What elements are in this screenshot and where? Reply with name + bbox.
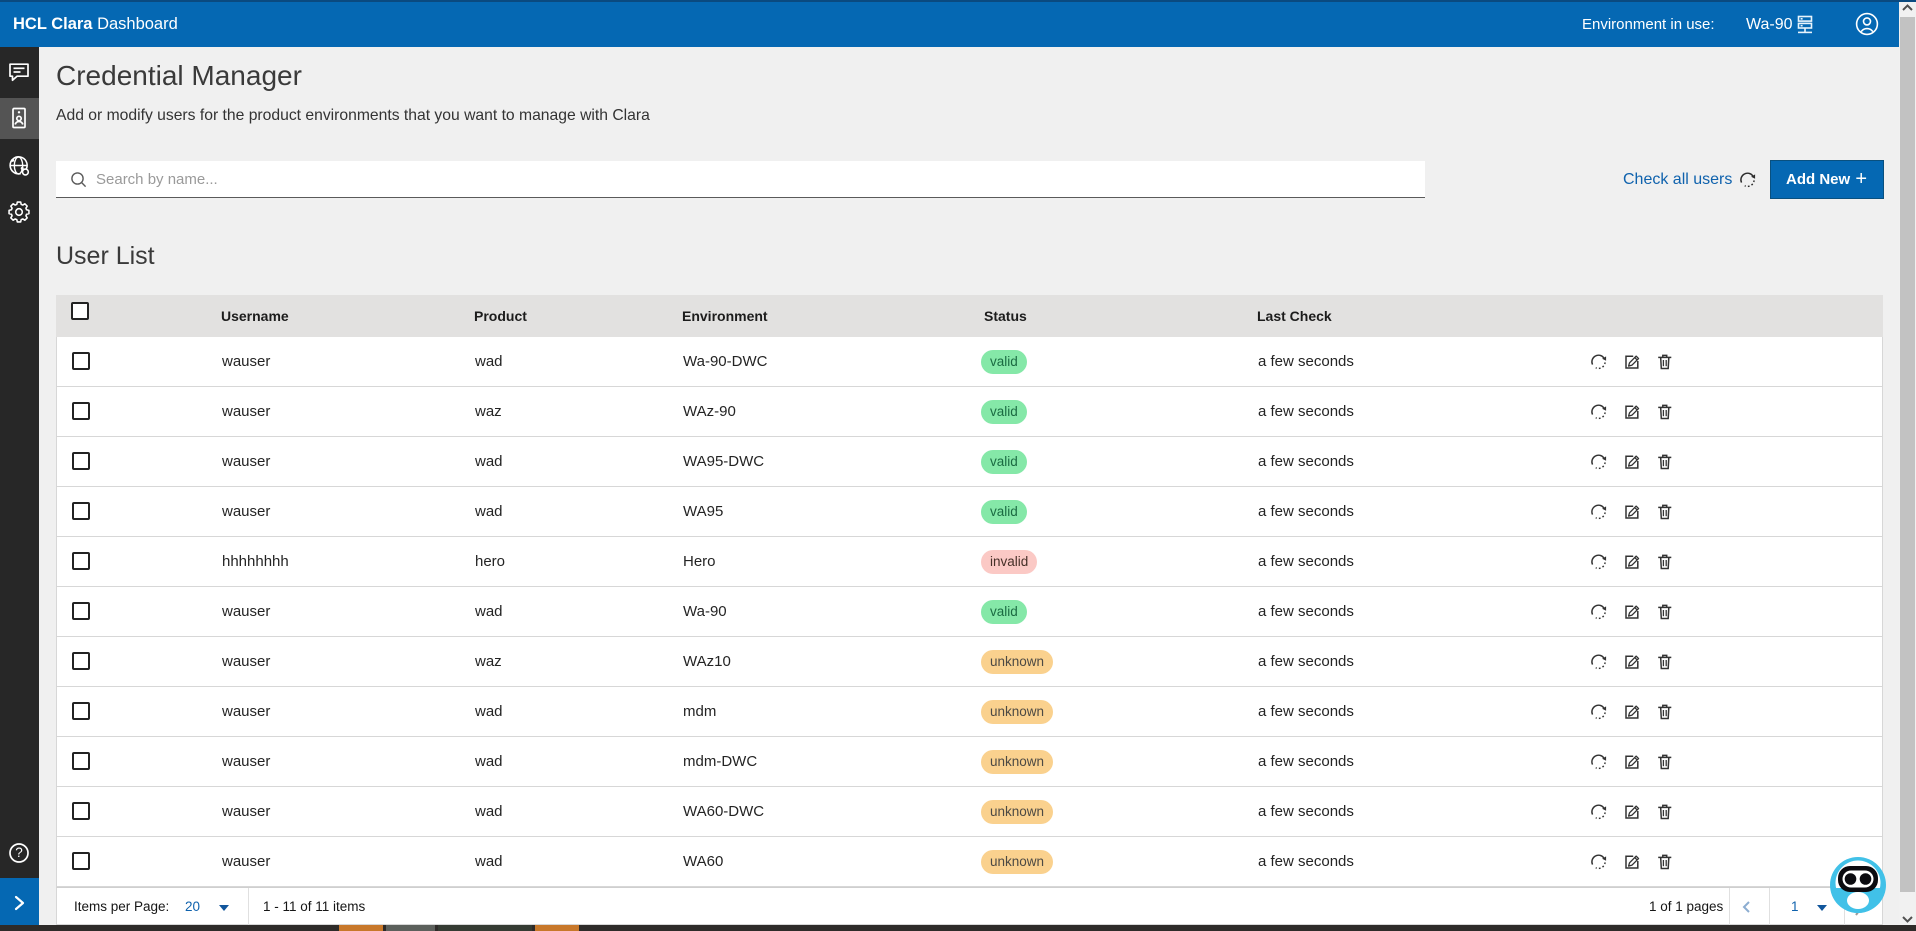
svg-text:?: ? (15, 845, 23, 860)
